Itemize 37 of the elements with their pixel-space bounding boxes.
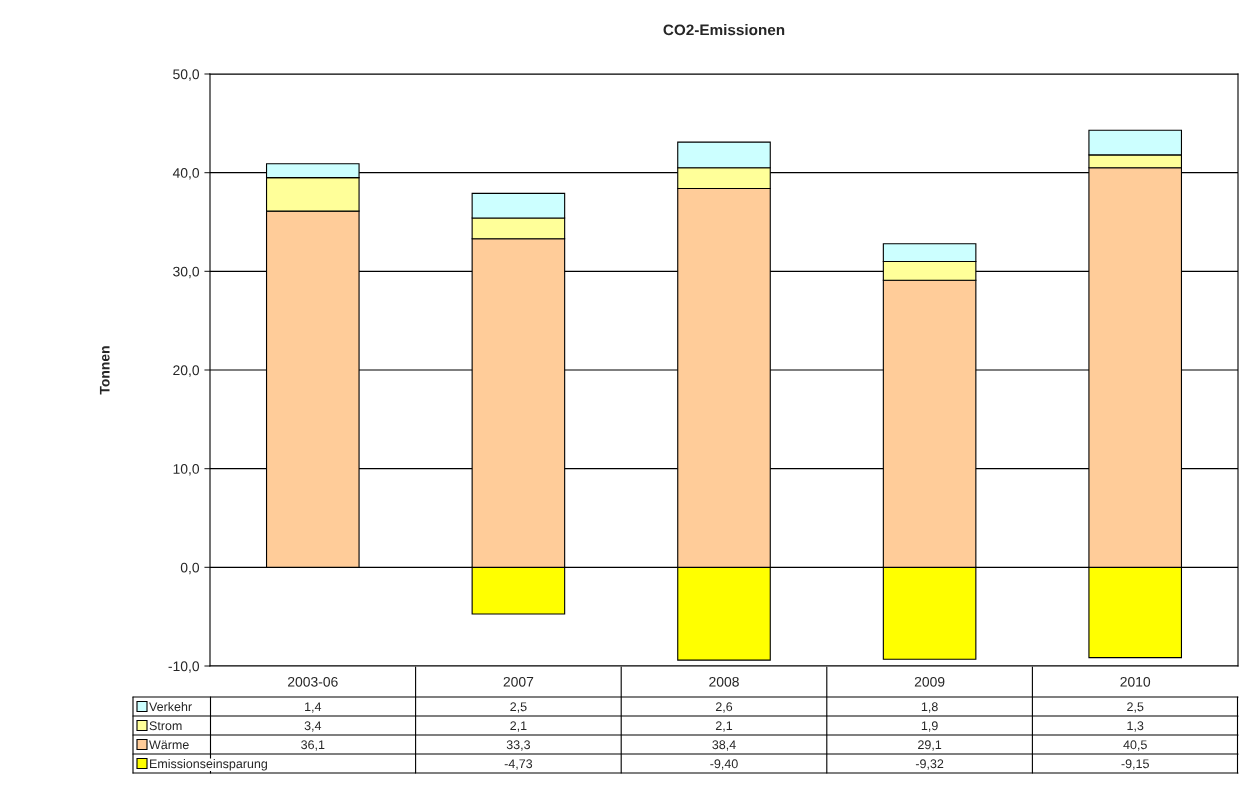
data-label: 2,6 [715, 702, 733, 713]
y-tick-label: 50,0 [173, 69, 200, 81]
x-tick-label: 2010 [1120, 676, 1151, 687]
data-label: 29,1 [918, 740, 942, 751]
y-axis-title: Tonnen [99, 346, 110, 395]
x-tick-label: 2008 [709, 676, 739, 687]
data-label: 1,9 [921, 721, 938, 732]
data-label: 2,1 [715, 721, 733, 732]
data-label: 1,4 [305, 702, 322, 713]
legend-label: Verkehr [149, 701, 192, 712]
y-tick-label: 40,0 [172, 168, 200, 180]
data-label: 2,5 [510, 702, 527, 713]
data-label: 1,3 [1127, 721, 1144, 732]
data-label: 40,5 [1123, 740, 1147, 751]
legend-label: Wärme [149, 740, 189, 750]
data-label: -9,15 [1121, 759, 1149, 770]
data-label: -9,32 [915, 759, 944, 770]
y-tick-label: 0,0 [180, 562, 200, 575]
legend-label: Strom [149, 721, 182, 731]
x-tick-label: 2009 [914, 676, 945, 687]
y-tick-label: 10,0 [173, 464, 200, 476]
data-label: -9,40 [710, 759, 738, 770]
x-tick-label: 2003-06 [288, 676, 338, 687]
data-label: 2,5 [1127, 702, 1144, 713]
y-tick-label: 30,0 [173, 266, 200, 279]
data-label: 36,1 [301, 740, 325, 751]
data-label: 1,8 [921, 702, 938, 713]
chart-title: CO2-Emissionen [663, 24, 785, 36]
data-label: 2,1 [510, 721, 527, 732]
data-label: 38,4 [712, 740, 736, 751]
x-tick-label: 2007 [503, 676, 534, 687]
data-label: 33,3 [506, 740, 531, 751]
y-tick-label: 20,0 [173, 365, 200, 377]
data-label: 3,4 [304, 721, 322, 732]
y-tick-label: -10,0 [168, 661, 200, 673]
legend-label: Emissionseinsparung [150, 758, 268, 771]
data-label: -4,73 [504, 759, 533, 770]
